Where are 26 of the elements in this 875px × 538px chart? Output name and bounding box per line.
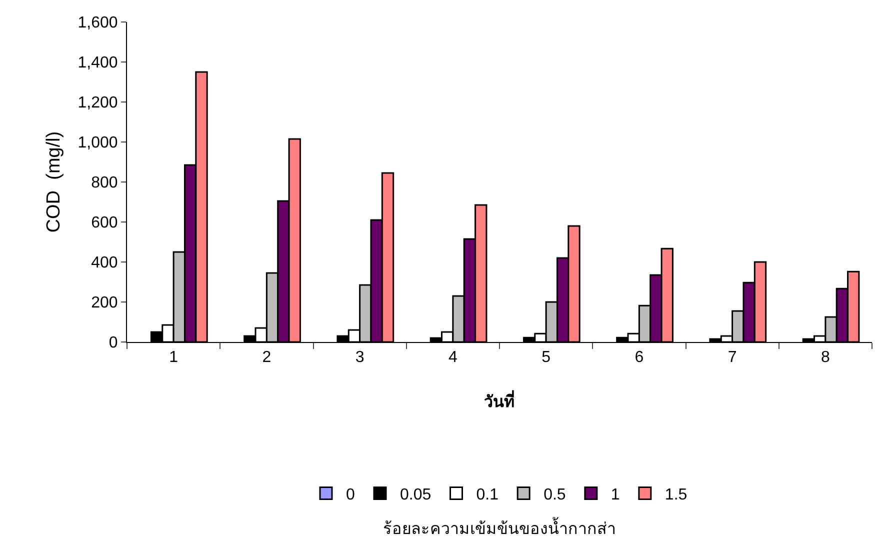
legend-label: 0.1	[476, 486, 499, 504]
y-tick-label: 1,000	[78, 134, 118, 152]
x-axis-title: วันที่	[484, 390, 515, 411]
x-tick-label: 8	[820, 349, 830, 366]
y-tick-label: 600	[91, 214, 118, 232]
y-tick-label: 0	[108, 334, 118, 352]
y-tick-label: 1,200	[78, 94, 118, 112]
legend-label: 0	[346, 486, 355, 504]
x-tick-label: 5	[542, 349, 551, 366]
x-tick-label: 4	[448, 349, 458, 366]
x-tick-label: 7	[728, 349, 737, 366]
y-tick-label: 1,600	[78, 14, 118, 32]
x-tick-label: 2	[262, 349, 272, 366]
y-tick-label: 400	[91, 254, 118, 272]
legend-label: 1	[610, 486, 620, 504]
x-tick-label: 1	[169, 349, 178, 366]
y-axis-title: COD (mg/l)	[44, 131, 65, 233]
legend-label: 0.05	[400, 486, 432, 504]
y-tick-label: 800	[91, 174, 118, 192]
y-tick-label: 200	[91, 294, 118, 312]
x-tick-label: 6	[634, 349, 644, 366]
legend-title: ร้อยละความเข้มข้นของน้ำกากส่า	[383, 517, 616, 538]
legend-label: 0.5	[544, 486, 566, 504]
legend-label: 1.5	[664, 486, 688, 504]
x-tick-label: 3	[355, 349, 364, 366]
y-tick-label: 1,400	[78, 54, 118, 72]
